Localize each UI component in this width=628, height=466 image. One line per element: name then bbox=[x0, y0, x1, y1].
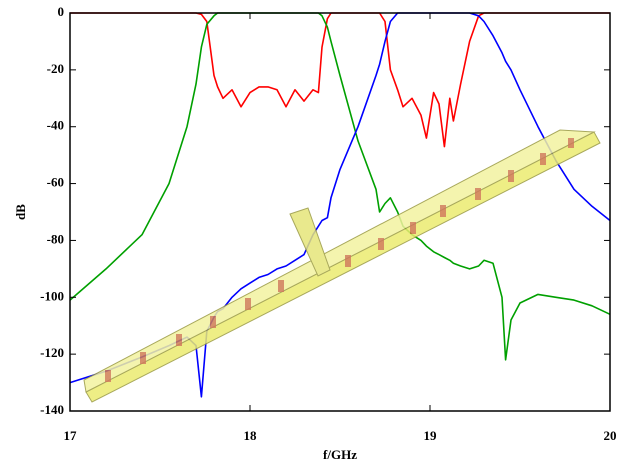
filter-port bbox=[289, 207, 331, 277]
resonator bbox=[105, 370, 111, 382]
y-tick-label: -120 bbox=[40, 345, 64, 360]
resonator bbox=[278, 280, 284, 292]
x-tick-label: 18 bbox=[244, 428, 258, 443]
plot-frame bbox=[69, 12, 611, 412]
y-tick-label: -100 bbox=[40, 288, 64, 303]
y-tick-label: -80 bbox=[47, 231, 64, 246]
x-axis-label: f/GHz bbox=[323, 447, 357, 462]
y-tick-label: -40 bbox=[47, 118, 64, 133]
resonator bbox=[378, 238, 384, 250]
x-tick-label: 20 bbox=[604, 428, 617, 443]
resonator bbox=[508, 170, 514, 182]
filter-model bbox=[83, 129, 601, 403]
resonator bbox=[245, 298, 251, 310]
resonator bbox=[410, 222, 416, 234]
resonator bbox=[475, 188, 481, 200]
resonator bbox=[176, 334, 182, 346]
resonator bbox=[540, 153, 546, 165]
resonator bbox=[140, 352, 146, 364]
resonators bbox=[105, 138, 574, 382]
resonator bbox=[210, 316, 216, 328]
resonator bbox=[345, 255, 351, 267]
y-tick-label: 0 bbox=[58, 4, 65, 19]
y-tick-label: -60 bbox=[47, 175, 64, 190]
y-axis-label: dB bbox=[13, 204, 28, 220]
resonator bbox=[568, 138, 574, 148]
y-tick-label: -20 bbox=[47, 61, 64, 76]
x-tick-label: 19 bbox=[424, 428, 438, 443]
y-tick-label: -140 bbox=[40, 402, 64, 417]
x-tick-label: 17 bbox=[64, 428, 78, 443]
resonator bbox=[440, 205, 446, 217]
